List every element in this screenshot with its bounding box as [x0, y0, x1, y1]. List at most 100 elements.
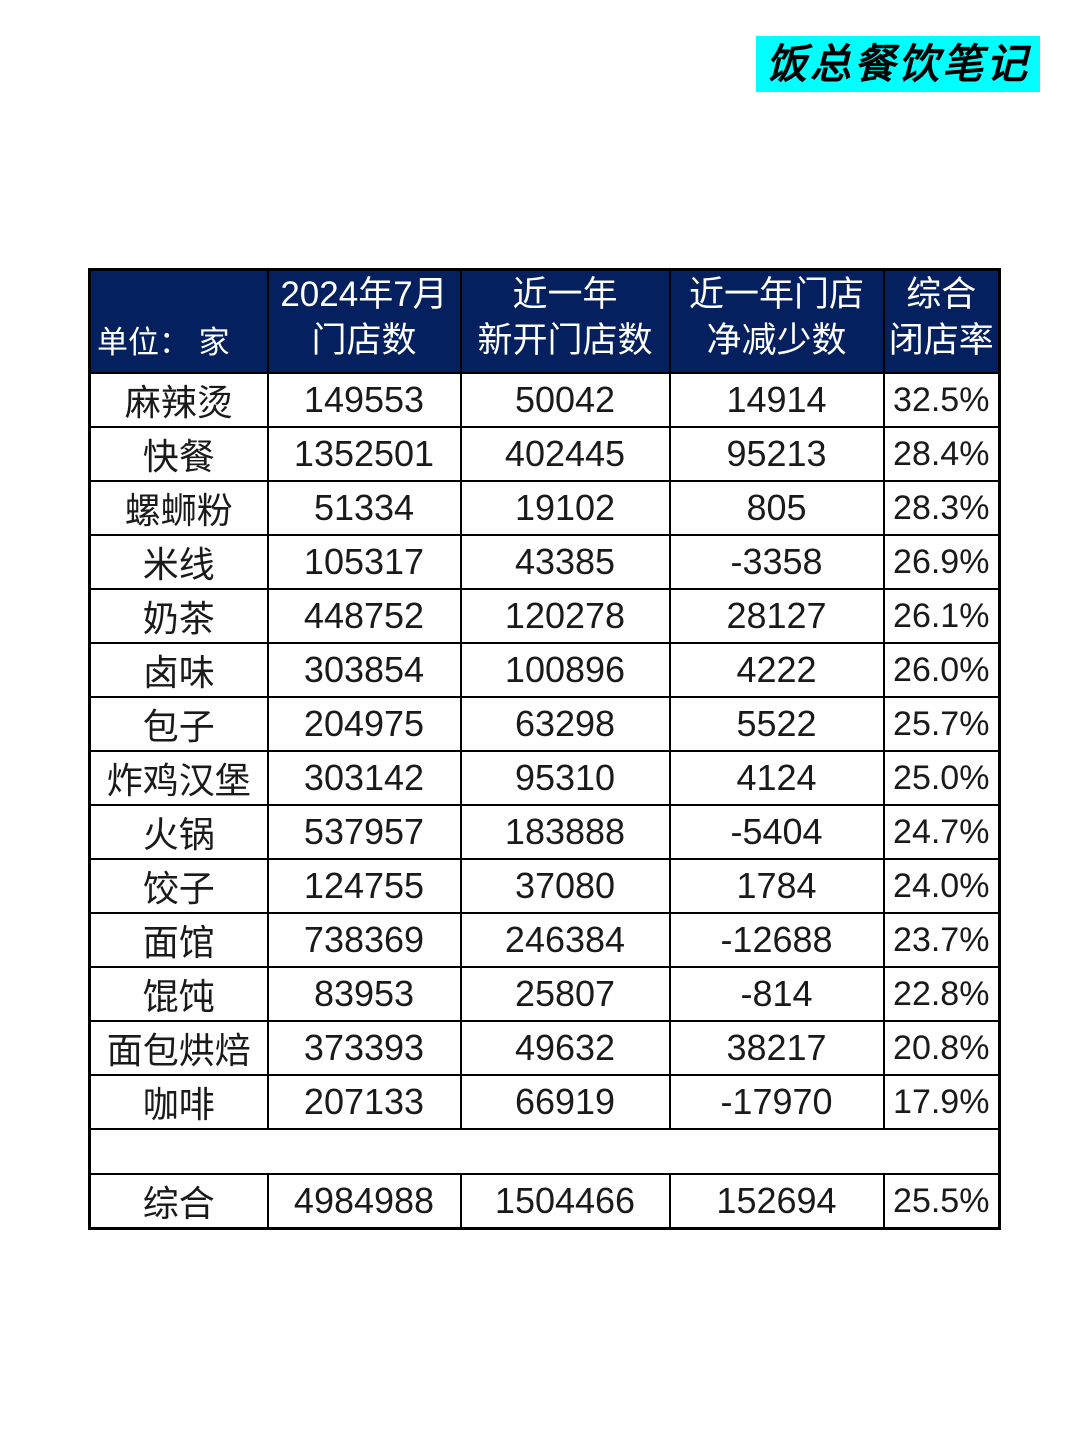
header-net-decrease: 近一年门店 净减少数 — [668, 268, 885, 374]
percent-cell: 20.8% — [882, 1020, 1001, 1076]
total-row: 综合 4984988 1504466 152694 25.5% — [88, 1173, 1001, 1230]
value-cell: 4222 — [668, 642, 885, 698]
value-cell: 373393 — [266, 1020, 462, 1076]
value-cell: 124755 — [266, 858, 462, 914]
value-cell: 66919 — [459, 1074, 671, 1130]
header-line1: 近一年门店 — [688, 274, 864, 314]
category-cell: 馄饨 — [88, 966, 269, 1022]
value-cell: 303142 — [266, 750, 462, 806]
header-row: 单位： 家 2024年7月 门店数 近一年 新开门店数 近一年门店 净减少数 综… — [88, 268, 1001, 374]
value-cell: -3358 — [668, 534, 885, 590]
table-row: 螺蛳粉 51334 19102 805 28.3% — [88, 480, 1001, 536]
percent-cell: 26.9% — [882, 534, 1001, 590]
header-line2: 门店数 — [311, 320, 417, 360]
store-stats-table: 单位： 家 2024年7月 门店数 近一年 新开门店数 近一年门店 净减少数 综… — [88, 268, 1001, 1230]
value-cell: -814 — [668, 966, 885, 1022]
value-cell: 50042 — [459, 372, 671, 428]
value-cell: 38217 — [668, 1020, 885, 1076]
value-cell: 183888 — [459, 804, 671, 860]
percent-cell: 24.0% — [882, 858, 1001, 914]
header-line2: 单位： 家 — [97, 325, 230, 361]
category-cell: 炸鸡汉堡 — [88, 750, 269, 806]
value-cell: 152694 — [668, 1173, 885, 1230]
header-new-stores: 近一年 新开门店数 — [459, 268, 671, 374]
value-cell: 95213 — [668, 426, 885, 482]
percent-cell: 26.1% — [882, 588, 1001, 644]
value-cell: 120278 — [459, 588, 671, 644]
value-cell: 49632 — [459, 1020, 671, 1076]
value-cell: 4984988 — [266, 1173, 462, 1230]
category-cell: 咖啡 — [88, 1074, 269, 1130]
header-line2: 净减少数 — [706, 320, 847, 360]
value-cell: 1352501 — [266, 426, 462, 482]
table-row: 饺子 124755 37080 1784 24.0% — [88, 858, 1001, 914]
value-cell: 537957 — [266, 804, 462, 860]
table-row: 面馆 738369 246384 -12688 23.7% — [88, 912, 1001, 968]
percent-cell: 24.7% — [882, 804, 1001, 860]
percent-cell: 28.4% — [882, 426, 1001, 482]
percent-cell: 32.5% — [882, 372, 1001, 428]
table-row: 面包烘焙 373393 49632 38217 20.8% — [88, 1020, 1001, 1076]
value-cell: 204975 — [266, 696, 462, 752]
value-cell: 14914 — [668, 372, 885, 428]
value-cell: 105317 — [266, 534, 462, 590]
category-cell: 卤味 — [88, 642, 269, 698]
header-line1: 2024年7月 — [280, 274, 448, 314]
percent-cell: 26.0% — [882, 642, 1001, 698]
percent-cell: 28.3% — [882, 480, 1001, 536]
table-row: 咖啡 207133 66919 -17970 17.9% — [88, 1074, 1001, 1130]
percent-cell: 22.8% — [882, 966, 1001, 1022]
category-cell: 米线 — [88, 534, 269, 590]
percent-cell: 17.9% — [882, 1074, 1001, 1130]
table-row: 馄饨 83953 25807 -814 22.8% — [88, 966, 1001, 1022]
value-cell: 63298 — [459, 696, 671, 752]
percent-cell: 25.7% — [882, 696, 1001, 752]
value-cell: 43385 — [459, 534, 671, 590]
value-cell: -17970 — [668, 1074, 885, 1130]
value-cell: 51334 — [266, 480, 462, 536]
value-cell: -12688 — [668, 912, 885, 968]
table-row: 包子 204975 63298 5522 25.7% — [88, 696, 1001, 752]
table-row: 炸鸡汉堡 303142 95310 4124 25.0% — [88, 750, 1001, 806]
value-cell: 4124 — [668, 750, 885, 806]
value-cell: 805 — [668, 480, 885, 536]
table-row: 快餐 1352501 402445 95213 28.4% — [88, 426, 1001, 482]
value-cell: 25807 — [459, 966, 671, 1022]
value-cell: 5522 — [668, 696, 885, 752]
percent-cell: 25.5% — [882, 1173, 1001, 1230]
brand-badge: 饭总餐饮笔记 — [756, 36, 1040, 92]
value-cell: 1504466 — [459, 1173, 671, 1230]
value-cell: 246384 — [459, 912, 671, 968]
spacer-row — [88, 1128, 1001, 1175]
category-cell: 饺子 — [88, 858, 269, 914]
value-cell: 100896 — [459, 642, 671, 698]
value-cell: 402445 — [459, 426, 671, 482]
category-cell: 面包烘焙 — [88, 1020, 269, 1076]
category-cell: 火锅 — [88, 804, 269, 860]
value-cell: 207133 — [266, 1074, 462, 1130]
value-cell: 19102 — [459, 480, 671, 536]
category-cell: 综合 — [88, 1173, 269, 1230]
category-cell: 快餐 — [88, 426, 269, 482]
category-cell: 麻辣烫 — [88, 372, 269, 428]
category-cell: 包子 — [88, 696, 269, 752]
table-row: 火锅 537957 183888 -5404 24.7% — [88, 804, 1001, 860]
header-line1: 综合 — [906, 274, 977, 314]
value-cell: 149553 — [266, 372, 462, 428]
header-line2: 新开门店数 — [477, 320, 653, 360]
table-row: 米线 105317 43385 -3358 26.9% — [88, 534, 1001, 590]
header-line1: 近一年 — [512, 274, 618, 314]
value-cell: 1784 — [668, 858, 885, 914]
value-cell: 448752 — [266, 588, 462, 644]
percent-cell: 25.0% — [882, 750, 1001, 806]
table-row: 麻辣烫 149553 50042 14914 32.5% — [88, 372, 1001, 428]
header-line2: 闭店率 — [888, 320, 994, 360]
header-closure-rate: 综合 闭店率 — [882, 268, 1001, 374]
value-cell: 303854 — [266, 642, 462, 698]
value-cell: -5404 — [668, 804, 885, 860]
spacer-cell — [88, 1128, 1001, 1175]
category-cell: 螺蛳粉 — [88, 480, 269, 536]
value-cell: 95310 — [459, 750, 671, 806]
value-cell: 83953 — [266, 966, 462, 1022]
value-cell: 37080 — [459, 858, 671, 914]
